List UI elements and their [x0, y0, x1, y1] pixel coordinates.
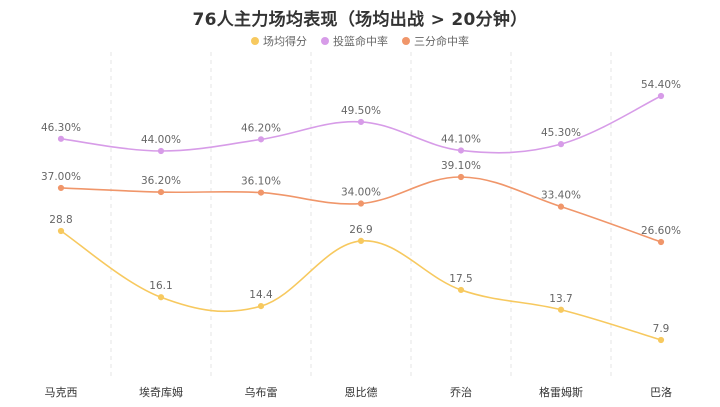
legend-label-points: 场均得分 [263, 35, 307, 48]
data-point[interactable] [457, 286, 465, 294]
data-label: 54.40% [641, 79, 681, 91]
x-tick-label: 埃奇库姆 [139, 385, 183, 399]
data-label: 37.00% [41, 171, 81, 183]
data-point[interactable] [57, 184, 65, 192]
data-point[interactable] [557, 141, 565, 148]
data-point[interactable] [357, 118, 365, 126]
data-label: 34.00% [341, 187, 381, 199]
data-point[interactable] [157, 188, 165, 196]
data-point[interactable] [257, 136, 265, 143]
data-label: 39.10% [441, 160, 481, 172]
data-label: 26.9 [349, 224, 372, 236]
data-label: 16.1 [149, 280, 172, 292]
data-label: 36.10% [241, 176, 281, 188]
data-label: 26.60% [641, 225, 681, 237]
data-point[interactable] [657, 92, 665, 100]
data-point[interactable] [257, 189, 265, 196]
data-label: 45.30% [541, 127, 581, 139]
data-label: 13.7 [549, 293, 572, 305]
legend-item-fg-pct[interactable]: 投篮命中率 [321, 33, 388, 49]
legend-swatch-3p-pct [402, 37, 410, 45]
data-point[interactable] [157, 294, 165, 301]
data-point[interactable] [57, 135, 65, 142]
data-label: 36.20% [141, 175, 181, 187]
data-point[interactable] [257, 303, 265, 310]
data-point[interactable] [557, 306, 565, 313]
data-label: 17.5 [449, 273, 472, 285]
data-label: 44.00% [141, 134, 181, 146]
data-label: 46.30% [41, 122, 81, 134]
data-label: 49.50% [341, 105, 381, 117]
chart-title: 76人主力场均表现（场均出战 > 20分钟） [192, 10, 528, 30]
legend: 场均得分 投篮命中率 三分命中率 [0, 33, 720, 49]
legend-label-fg-pct: 投篮命中率 [333, 35, 388, 48]
x-tick-label: 恩比德 [345, 385, 378, 399]
legend-label-3p-pct: 三分命中率 [414, 35, 469, 48]
legend-swatch-points [251, 37, 259, 45]
data-point[interactable] [357, 200, 365, 207]
legend-item-points[interactable]: 场均得分 [251, 33, 307, 49]
x-tick-label: 马克西 [45, 386, 78, 399]
x-tick-label: 乌布雷 [245, 385, 278, 399]
data-point[interactable] [457, 147, 465, 154]
x-tick-label: 格雷姆斯 [539, 385, 583, 399]
data-point[interactable] [357, 237, 365, 245]
x-tick-label: 巴洛 [650, 385, 672, 399]
x-tick-label: 乔治 [450, 385, 472, 399]
data-label: 44.10% [441, 133, 481, 145]
data-point[interactable] [457, 173, 465, 181]
legend-item-3p-pct[interactable]: 三分命中率 [402, 33, 469, 49]
data-label: 46.20% [241, 122, 281, 134]
data-point[interactable] [657, 238, 665, 246]
data-label: 33.40% [541, 190, 581, 202]
data-point[interactable] [57, 227, 65, 235]
data-label: 28.8 [49, 214, 72, 226]
data-label: 7.9 [653, 323, 670, 335]
data-point[interactable] [657, 336, 665, 344]
data-point[interactable] [157, 147, 165, 155]
legend-swatch-fg-pct [321, 37, 329, 45]
data-point[interactable] [557, 203, 565, 210]
data-label: 14.4 [249, 289, 273, 301]
